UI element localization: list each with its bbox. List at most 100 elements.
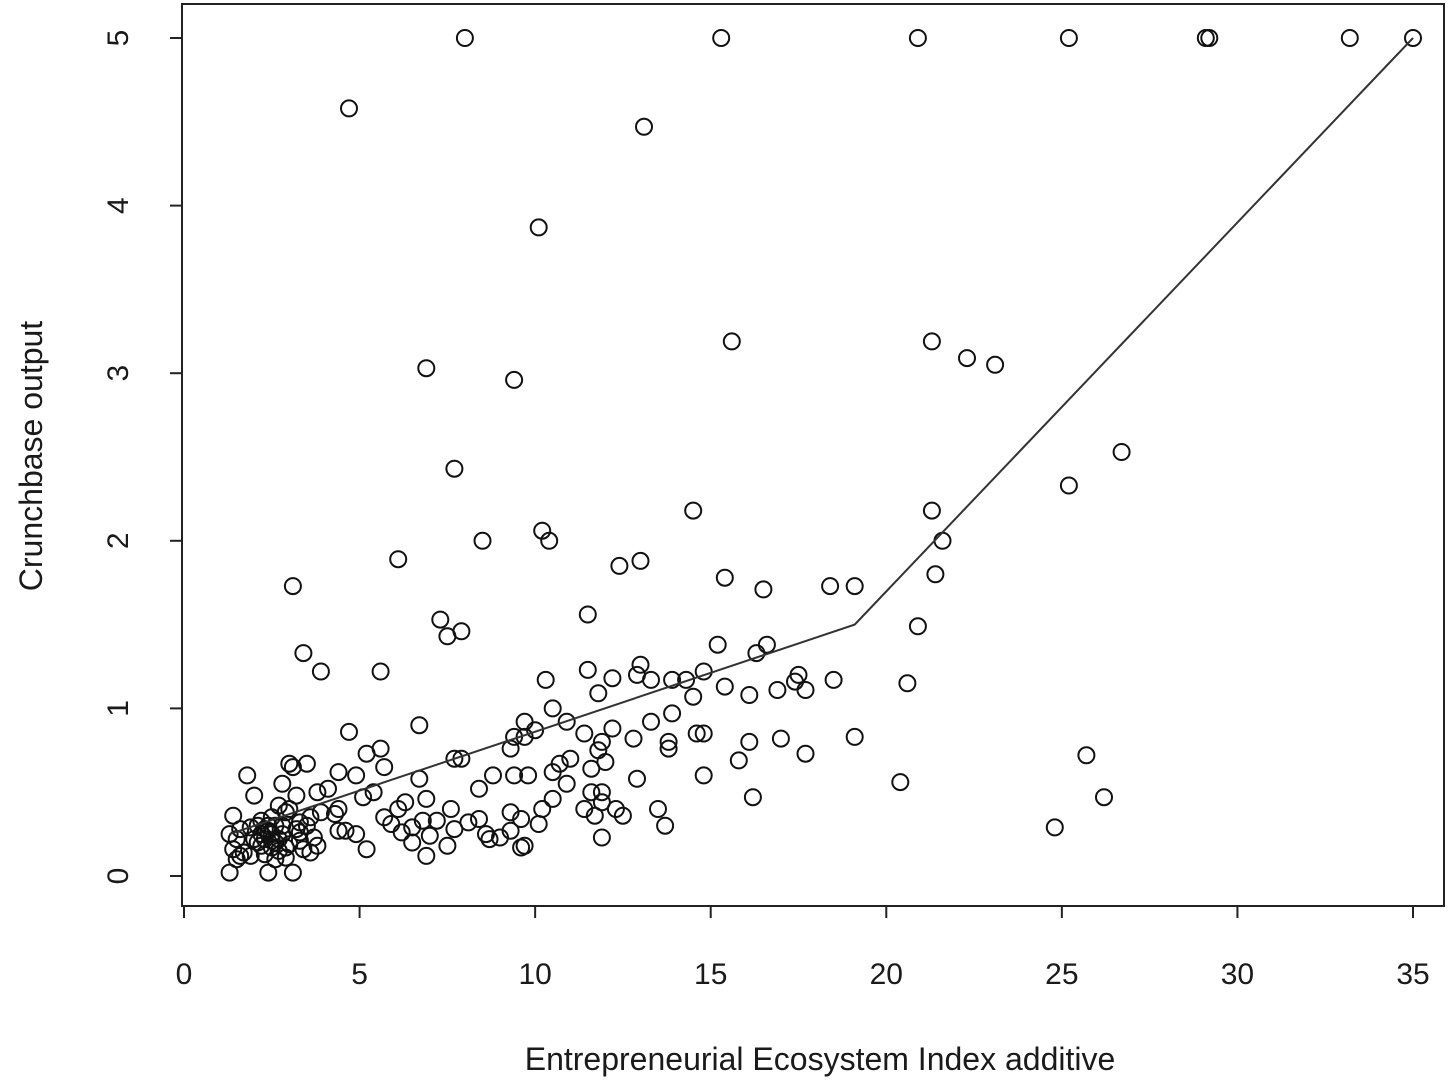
x-tick-label: 35 bbox=[1396, 958, 1429, 991]
data-point bbox=[347, 766, 366, 785]
data-point bbox=[740, 732, 759, 751]
data-point bbox=[540, 531, 559, 550]
x-axis-label: Entrepreneurial Ecosystem Index additive bbox=[525, 1041, 1116, 1077]
data-point bbox=[470, 779, 488, 798]
data-point bbox=[1045, 818, 1064, 837]
data-point bbox=[371, 662, 390, 681]
data-point bbox=[515, 712, 534, 731]
data-point bbox=[290, 831, 309, 850]
data-point bbox=[259, 863, 278, 882]
data-point bbox=[768, 681, 787, 699]
y-tick-label: 2 bbox=[102, 532, 135, 549]
data-point bbox=[845, 577, 864, 596]
data-point bbox=[659, 732, 678, 751]
data-point bbox=[441, 800, 460, 818]
data-point bbox=[505, 766, 524, 785]
data-point bbox=[283, 758, 302, 777]
data-point bbox=[663, 704, 682, 723]
data-point bbox=[273, 774, 292, 793]
data-point bbox=[543, 699, 562, 718]
data-point bbox=[757, 635, 776, 654]
data-point bbox=[1059, 476, 1078, 495]
data-point bbox=[403, 833, 422, 852]
data-point bbox=[484, 766, 502, 785]
data-point bbox=[417, 846, 436, 865]
data-point bbox=[694, 724, 713, 743]
data-point bbox=[543, 763, 562, 782]
data-point bbox=[592, 732, 611, 751]
data-point bbox=[245, 830, 264, 849]
data-point bbox=[729, 751, 748, 770]
data-point bbox=[1095, 788, 1113, 807]
data-point bbox=[491, 828, 509, 847]
data-point bbox=[329, 763, 348, 782]
data-point bbox=[438, 836, 457, 855]
data-point bbox=[610, 556, 629, 575]
data-point bbox=[743, 788, 762, 807]
y-tick-label: 5 bbox=[102, 30, 135, 47]
data-point bbox=[480, 830, 499, 849]
data-point bbox=[663, 670, 682, 689]
plot-frame bbox=[181, 3, 1445, 907]
y-axis: 0 1 2 3 4 5 bbox=[102, 30, 182, 885]
data-point bbox=[708, 635, 727, 654]
x-tick-label: 25 bbox=[1045, 958, 1078, 991]
data-point bbox=[624, 729, 643, 748]
data-point bbox=[922, 501, 941, 520]
data-point bbox=[364, 783, 383, 802]
data-point bbox=[747, 644, 766, 663]
data-point bbox=[557, 712, 576, 731]
data-point bbox=[477, 825, 495, 844]
data-point bbox=[712, 29, 731, 47]
x-tick-label: 20 bbox=[870, 958, 903, 991]
data-point bbox=[294, 644, 313, 663]
y-tick-label: 1 bbox=[102, 700, 135, 717]
data-point bbox=[241, 846, 260, 865]
data-point bbox=[287, 820, 306, 839]
data-point bbox=[473, 531, 492, 550]
data-point bbox=[269, 830, 288, 849]
x-tick-label: 0 bbox=[176, 958, 193, 991]
data-point bbox=[1404, 29, 1422, 47]
data-point bbox=[375, 758, 394, 777]
x-tick-label: 15 bbox=[694, 958, 727, 991]
data-point bbox=[1059, 29, 1078, 47]
data-point bbox=[684, 501, 703, 520]
data-point bbox=[575, 724, 594, 743]
data-point bbox=[445, 749, 464, 768]
data-point bbox=[543, 789, 562, 808]
data-point bbox=[754, 580, 773, 599]
data-point bbox=[642, 670, 660, 689]
data-point bbox=[656, 816, 675, 835]
data-point bbox=[589, 684, 608, 703]
x-tick-label: 5 bbox=[351, 958, 368, 991]
data-point bbox=[557, 774, 576, 793]
data-point bbox=[519, 766, 538, 785]
data-point bbox=[389, 800, 408, 818]
data-point bbox=[578, 660, 597, 679]
y-tick-label: 3 bbox=[102, 365, 135, 382]
data-point bbox=[796, 744, 815, 763]
data-point bbox=[649, 800, 667, 818]
y-tick-label: 0 bbox=[102, 868, 135, 885]
data-point bbox=[603, 719, 622, 738]
data-point bbox=[438, 627, 457, 646]
data-point bbox=[529, 218, 548, 237]
data-point bbox=[420, 826, 439, 845]
data-point bbox=[329, 800, 348, 818]
data-point bbox=[392, 823, 411, 842]
x-axis: 0 5 10 15 20 25 30 35 bbox=[176, 906, 1430, 991]
data-point bbox=[908, 29, 927, 47]
data-point bbox=[715, 677, 734, 696]
data-point bbox=[336, 821, 355, 840]
data-point bbox=[715, 568, 734, 587]
data-point bbox=[340, 99, 358, 118]
data-point bbox=[986, 355, 1005, 374]
data-point bbox=[231, 846, 250, 865]
data-point bbox=[410, 716, 429, 735]
data-point bbox=[687, 724, 706, 743]
data-point bbox=[898, 674, 917, 693]
data-point bbox=[533, 800, 552, 818]
data-point bbox=[582, 783, 601, 802]
data-point bbox=[512, 838, 531, 857]
